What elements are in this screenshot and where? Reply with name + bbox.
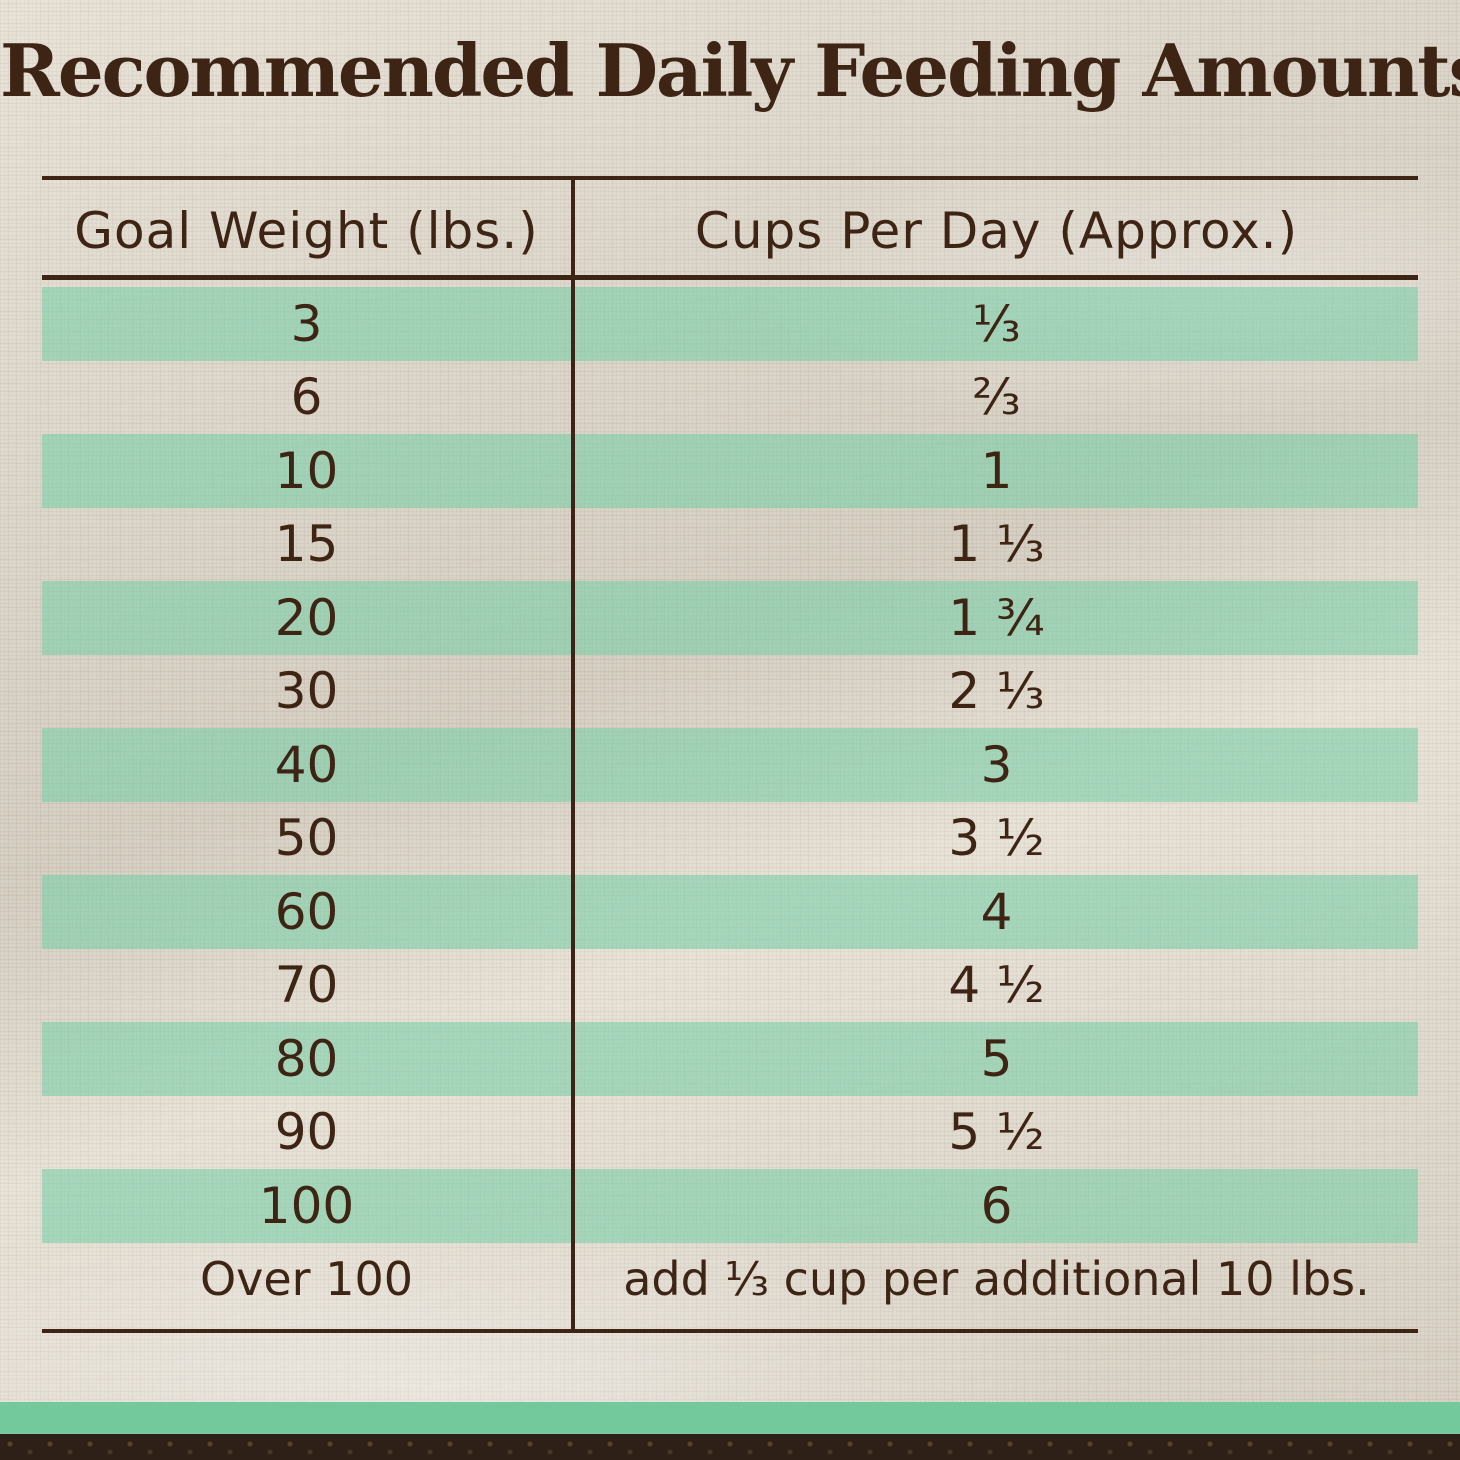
header-cups-per-day: Cups Per Day (Approx.) [694, 201, 1299, 260]
table-row: 80 5 [42, 1022, 1418, 1096]
cups-per-day-cell: 1 ¾ [948, 588, 1045, 647]
table-body: 3 ⅓ 6 ⅔ 10 1 15 1 ⅓ 20 1 ¾ 30 2 ⅓ 40 3 50 3 ½ 60 4 70 4 ½ 80… [42, 287, 1418, 1316]
goal-weight-cell: Over 100 [199, 1252, 414, 1307]
table-row: 100 6 [42, 1169, 1418, 1243]
goal-weight-cell: 20 [274, 588, 339, 647]
table-row: 60 4 [42, 875, 1418, 949]
table-row: Over 100 add ⅓ cup per additional 10 lbs. [42, 1243, 1418, 1317]
cups-per-day-cell: 1 ⅓ [948, 515, 1045, 574]
goal-weight-cell: 80 [274, 1029, 339, 1088]
footer-soil-strip [0, 1434, 1460, 1460]
goal-weight-cell: 15 [274, 515, 339, 574]
header-goal-weight: Goal Weight (lbs.) [74, 201, 539, 260]
cups-per-day-cell: ⅔ [972, 368, 1021, 427]
cups-per-day-cell: 5 [980, 1029, 1013, 1088]
page-title: Recommended Daily Feeding Amounts: [0, 28, 1460, 113]
cups-per-day-cell: 5 ½ [948, 1103, 1045, 1162]
goal-weight-cell: 100 [258, 1176, 355, 1235]
cups-per-day-cell: 4 [980, 882, 1013, 941]
table-row: 70 4 ½ [42, 949, 1418, 1023]
table-row: 90 5 ½ [42, 1096, 1418, 1170]
cups-per-day-cell: add ⅓ cup per additional 10 lbs. [623, 1252, 1370, 1307]
table-row: 20 1 ¾ [42, 581, 1418, 655]
cups-per-day-cell: 6 [980, 1176, 1013, 1235]
table-row: 40 3 [42, 728, 1418, 802]
cups-per-day-cell: 2 ⅓ [948, 662, 1045, 721]
cups-per-day-cell: 3 ½ [948, 809, 1045, 868]
goal-weight-cell: 40 [274, 735, 339, 794]
table-header: Goal Weight (lbs.) Cups Per Day (Approx.… [42, 180, 1418, 280]
goal-weight-cell: 3 [290, 294, 323, 353]
cups-per-day-cell: 1 [980, 441, 1013, 500]
table-row: 15 1 ⅓ [42, 508, 1418, 582]
goal-weight-cell: 10 [274, 441, 339, 500]
column-divider [571, 180, 575, 1329]
cups-per-day-cell: 3 [980, 735, 1013, 794]
goal-weight-cell: 90 [274, 1103, 339, 1162]
cups-per-day-cell: ⅓ [972, 294, 1021, 353]
table-row: 10 1 [42, 434, 1418, 508]
footer-band [0, 1402, 1460, 1434]
goal-weight-cell: 50 [274, 809, 339, 868]
goal-weight-cell: 30 [274, 662, 339, 721]
table-row: 30 2 ⅓ [42, 655, 1418, 729]
table-row: 50 3 ½ [42, 802, 1418, 876]
goal-weight-cell: 60 [274, 882, 339, 941]
goal-weight-cell: 6 [290, 368, 323, 427]
feeding-table: Goal Weight (lbs.) Cups Per Day (Approx.… [42, 176, 1418, 1333]
cups-per-day-cell: 4 ½ [948, 956, 1045, 1015]
goal-weight-cell: 70 [274, 956, 339, 1015]
